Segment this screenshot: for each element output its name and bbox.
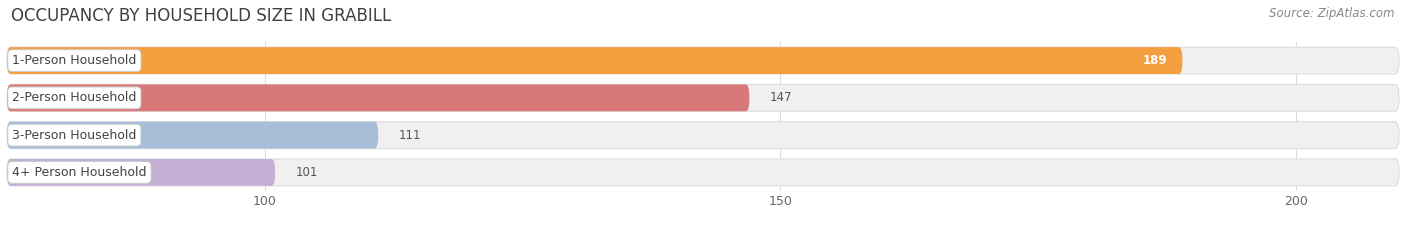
Text: 111: 111 — [399, 129, 422, 142]
Text: 1-Person Household: 1-Person Household — [13, 54, 136, 67]
Text: Source: ZipAtlas.com: Source: ZipAtlas.com — [1270, 7, 1395, 20]
Text: 2-Person Household: 2-Person Household — [13, 91, 136, 104]
FancyBboxPatch shape — [7, 47, 1399, 74]
Text: 147: 147 — [770, 91, 793, 104]
Text: 189: 189 — [1142, 54, 1167, 67]
FancyBboxPatch shape — [7, 47, 1182, 74]
Text: 4+ Person Household: 4+ Person Household — [13, 166, 146, 179]
Text: 101: 101 — [295, 166, 318, 179]
FancyBboxPatch shape — [7, 84, 749, 111]
Text: OCCUPANCY BY HOUSEHOLD SIZE IN GRABILL: OCCUPANCY BY HOUSEHOLD SIZE IN GRABILL — [11, 7, 391, 25]
FancyBboxPatch shape — [7, 159, 1399, 186]
FancyBboxPatch shape — [7, 159, 276, 186]
FancyBboxPatch shape — [7, 84, 1399, 111]
Text: 3-Person Household: 3-Person Household — [13, 129, 136, 142]
FancyBboxPatch shape — [7, 122, 378, 149]
FancyBboxPatch shape — [7, 122, 1399, 149]
